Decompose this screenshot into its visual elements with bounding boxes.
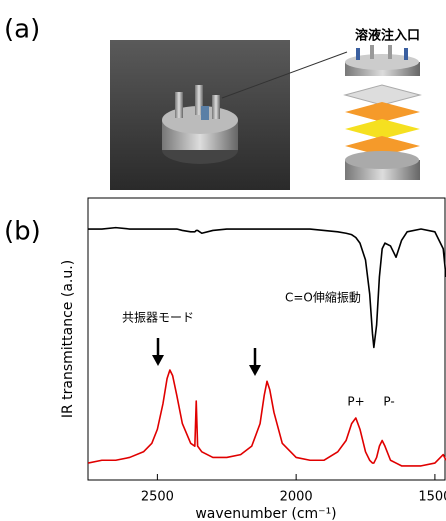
x-tick-label: 1500 [418, 490, 446, 505]
y-axis-label: IR transmittance (a.u.) [60, 260, 76, 418]
annotation: C=O伸縮振動 [285, 290, 361, 305]
annotation: P- [383, 395, 394, 409]
spectrum-line [88, 228, 446, 348]
photo [110, 40, 290, 190]
x-tick-label: 2500 [141, 490, 174, 505]
panel-label: (a) [4, 15, 40, 45]
x-tick-label: 2000 [280, 490, 313, 505]
annotation: P+ [347, 395, 364, 409]
arrows [152, 338, 261, 376]
plot-frame [88, 198, 445, 480]
plot-area [88, 228, 446, 466]
x-axis-label: wavenumber (cm⁻¹) [195, 506, 336, 521]
panel-label: (b) [4, 217, 41, 247]
annotation: 共振器モード [122, 311, 194, 325]
cell-diagram [345, 45, 420, 180]
figure: (a) 溶液注入口 (b) IR transmittance (a.u.) wa… [0, 0, 446, 521]
callout-label: 溶液注入口 [355, 28, 420, 44]
spectrum-line [88, 370, 446, 466]
